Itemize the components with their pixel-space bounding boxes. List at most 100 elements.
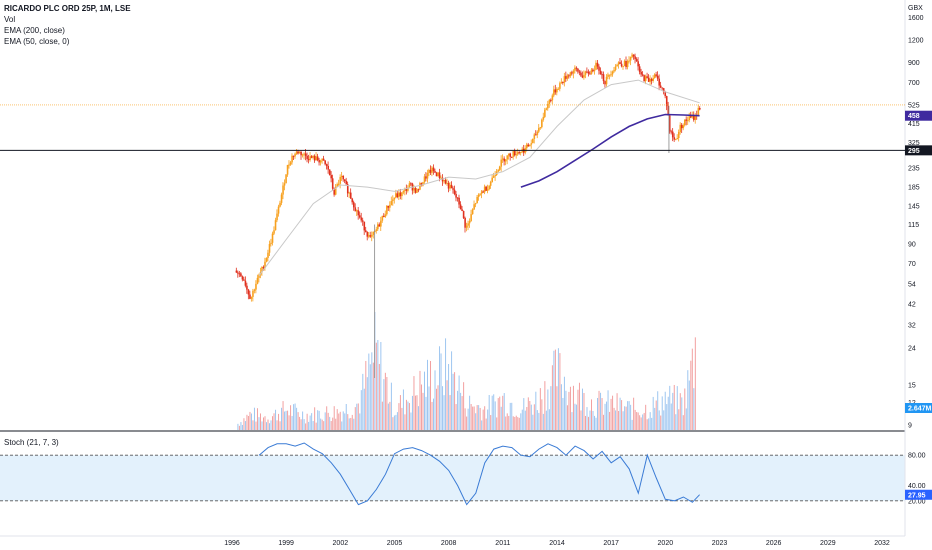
candle-body (358, 215, 361, 218)
candle-body (637, 61, 639, 67)
volume-bar (273, 413, 275, 430)
volume-bar (481, 420, 483, 430)
candle-body (267, 252, 269, 258)
candle-body (501, 158, 504, 160)
volume-bar (365, 360, 367, 430)
volume-bar (627, 401, 629, 430)
volume-bar (368, 353, 370, 430)
candle-body (377, 224, 379, 230)
candle-body (483, 186, 486, 193)
volume-bar (393, 415, 395, 430)
legend-ema-200[interactable]: EMA (200, close) (4, 26, 65, 35)
candle-body (276, 213, 278, 221)
volume-bar (461, 396, 463, 430)
candle-body (485, 186, 487, 191)
volume-bar (562, 397, 564, 430)
candle-body (674, 139, 677, 141)
candle-body (646, 76, 648, 78)
volume-bar (311, 413, 313, 430)
candle-body (416, 189, 418, 193)
candle-body (422, 182, 424, 186)
candle-body (465, 225, 468, 228)
time-tick-label: 2017 (603, 540, 619, 547)
candle-body (425, 176, 427, 179)
volume-bar (517, 417, 519, 430)
volume-bar (261, 421, 263, 430)
candle-body (631, 54, 633, 58)
candle-body (574, 67, 576, 71)
volume-bar (639, 415, 641, 430)
volume-bar (661, 396, 663, 430)
volume-bar (378, 363, 380, 430)
volume-bar (344, 413, 346, 430)
volume-bar (536, 410, 538, 430)
volume-bar (439, 346, 441, 430)
candle-body (428, 169, 430, 174)
candle-body (467, 223, 469, 226)
volume-bar (604, 403, 606, 430)
candle-body (509, 153, 512, 157)
volume-bar (584, 415, 586, 430)
volume-bar (603, 414, 605, 430)
candle-body (318, 160, 320, 163)
candle-body (319, 160, 322, 163)
volume-bar (345, 403, 347, 430)
volume-bar (499, 396, 501, 430)
candle-body (268, 244, 271, 253)
candle-body (629, 57, 632, 61)
legend-volume[interactable]: Vol (4, 15, 16, 24)
volume-bar (693, 388, 695, 430)
volume-bar (384, 372, 386, 430)
candle-body (270, 242, 272, 245)
volume-bar (290, 405, 292, 430)
candle-body (300, 151, 302, 156)
volume-bar (636, 412, 638, 430)
candle-body (423, 176, 426, 183)
volume-bar (520, 413, 522, 430)
candle-body (310, 156, 313, 158)
volume-bar (321, 419, 323, 430)
volume-bar (350, 417, 352, 430)
candle-body (455, 194, 457, 198)
candle-body (348, 192, 351, 194)
legend-ema-50[interactable]: EMA (50, close, 0) (4, 37, 70, 46)
volume-bar (366, 377, 368, 430)
candle-body (301, 154, 304, 156)
candle-body (474, 203, 477, 205)
candle-body (444, 179, 447, 184)
volume-bar (404, 414, 406, 430)
symbol-title[interactable]: RICARDO PLC ORD 25P, 1M, LSE (4, 4, 131, 13)
volume-bar (691, 348, 693, 430)
candle-body (381, 215, 384, 221)
candle-body (414, 188, 417, 193)
volume-bar (526, 407, 528, 430)
volume-bar (475, 413, 477, 430)
candle-body (438, 172, 441, 179)
candle-body (551, 95, 554, 101)
time-tick-label: 2026 (766, 540, 782, 547)
volume-bar (428, 386, 430, 430)
volume-bar (563, 376, 565, 430)
candle-body (687, 120, 689, 122)
volume-bar (553, 350, 555, 430)
candle-body (535, 134, 537, 136)
last-price-tag-bg (905, 110, 932, 121)
candle-body (252, 290, 254, 297)
volume-bar (672, 392, 674, 430)
support-tag-bg (905, 145, 932, 156)
candle-body (671, 131, 674, 138)
volume-bar (539, 388, 541, 430)
candle-body (235, 270, 238, 273)
candle-body (351, 198, 354, 203)
volume-bar (451, 351, 453, 430)
volume-bar (279, 421, 281, 430)
candle-body (647, 77, 650, 82)
candle-body (628, 60, 630, 62)
volume-bar (556, 386, 558, 430)
candle-body (658, 78, 661, 86)
volume-bar (652, 396, 654, 430)
volume-bar (318, 410, 320, 430)
volume-bar (637, 412, 639, 430)
stoch-legend[interactable]: Stoch (21, 7, 3) (4, 438, 59, 447)
candle-body (680, 124, 683, 129)
